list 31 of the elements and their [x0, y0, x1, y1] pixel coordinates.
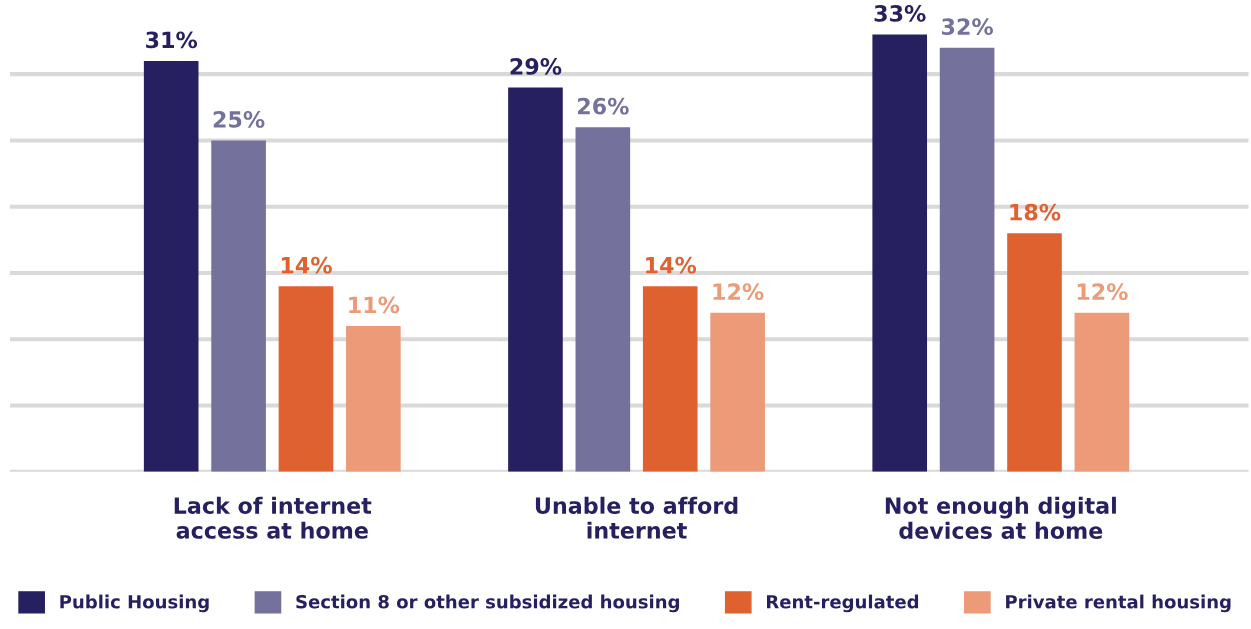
x-tick-label: Unable to afford internet: [535, 496, 738, 539]
x-tick-label: Not enough digital devices at home: [885, 496, 1116, 540]
bar: [575, 127, 631, 472]
legend-label: Private rental housing: [1006, 594, 1231, 613]
bar: [1074, 312, 1130, 472]
data-label: 18%: [1010, 203, 1061, 221]
bar: [939, 47, 995, 472]
bar: [278, 286, 334, 472]
bar: [710, 312, 765, 472]
data-label: 29%: [510, 58, 562, 75]
x-tick-label: Lack of internet access at home: [174, 496, 372, 539]
legend-label: Public Housing: [60, 594, 209, 613]
data-label: 12%: [713, 283, 764, 301]
legend-label: Rent-regulated: [767, 594, 919, 613]
data-label: 12%: [1077, 283, 1128, 301]
data-label: 14%: [646, 256, 697, 274]
data-label: 33%: [874, 5, 926, 22]
bar: [642, 286, 698, 472]
bar: [508, 87, 563, 472]
data-label: 26%: [578, 97, 629, 115]
bar: [143, 60, 199, 472]
legend-label: Section 8 or other subsidized housing: [296, 594, 679, 613]
bar: [1007, 233, 1062, 472]
bar: [346, 325, 401, 472]
bar: [211, 140, 266, 472]
data-label: 25%: [213, 111, 265, 128]
data-label: 32%: [942, 18, 993, 36]
data-label: 14%: [281, 256, 332, 274]
bar: [872, 34, 928, 472]
data-label: 11%: [349, 296, 400, 314]
data-label: 31%: [146, 31, 198, 49]
